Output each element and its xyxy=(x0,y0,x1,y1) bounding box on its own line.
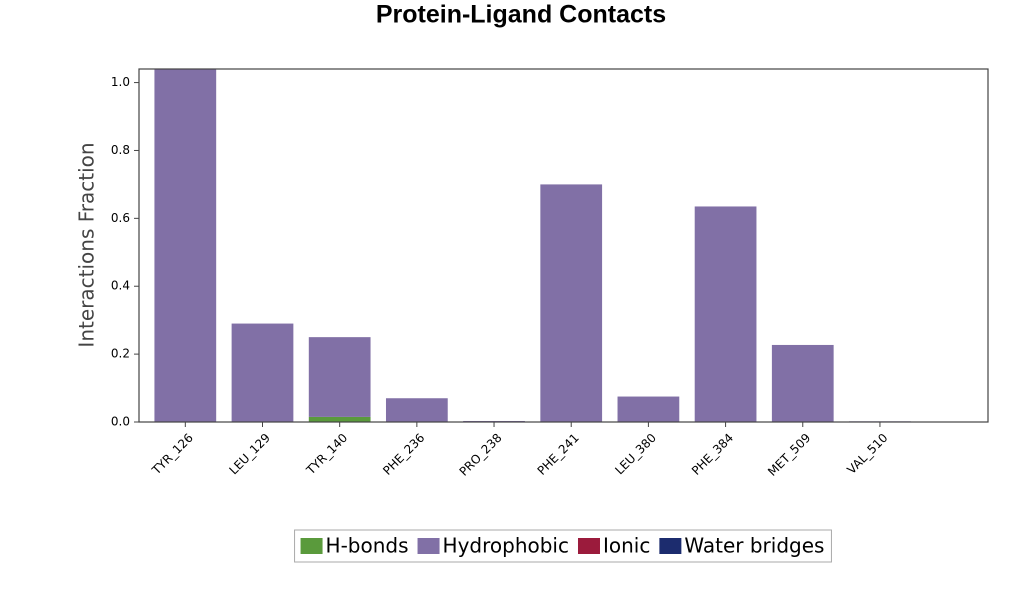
bar-segment xyxy=(540,184,603,422)
legend-label: Hydrophobic xyxy=(443,534,569,558)
x-tick-label: LEU_380 xyxy=(612,431,659,478)
y-tick-label: 0.4 xyxy=(111,279,130,293)
x-tick-label: TYR_140 xyxy=(303,431,350,478)
bar-segment xyxy=(308,337,371,417)
legend-label: Ionic xyxy=(603,534,650,558)
legend-swatch xyxy=(417,538,440,554)
bar-segment xyxy=(154,69,217,422)
x-tick-label: VAL_510 xyxy=(844,431,890,477)
legend-swatch xyxy=(300,538,323,554)
legend-box xyxy=(294,529,832,563)
x-tick-label: LEU_129 xyxy=(226,431,273,478)
legend-swatch xyxy=(577,538,600,554)
chart-title: Protein-Ligand Contacts xyxy=(376,1,666,29)
bar-segment xyxy=(385,398,448,422)
y-tick-label: 0.2 xyxy=(111,347,130,361)
legend-swatch xyxy=(659,538,682,554)
bar-segment xyxy=(231,323,294,422)
bar-segment xyxy=(308,416,371,422)
x-tick-label: PRO_238 xyxy=(457,431,505,479)
bar-segment xyxy=(694,206,757,422)
bar-segment xyxy=(617,396,680,422)
x-tick-label: TYR_126 xyxy=(149,431,196,478)
x-tick-label: MET_509 xyxy=(765,431,813,479)
y-tick-label: 1.0 xyxy=(111,75,130,89)
legend-label: Water bridges xyxy=(684,534,824,558)
y-tick-label: 0.6 xyxy=(111,211,130,225)
x-tick-label: PHE_236 xyxy=(380,431,427,478)
x-tick-label: PHE_384 xyxy=(689,431,736,478)
y-tick-label: 0.8 xyxy=(111,143,130,157)
x-tick-label: PHE_241 xyxy=(535,431,582,478)
bar-segment xyxy=(771,344,834,422)
legend-label: H-bonds xyxy=(326,534,409,558)
plot-frame xyxy=(138,68,989,423)
y-tick-label: 0.0 xyxy=(111,415,130,429)
y-axis-label: Interactions Fraction xyxy=(75,142,99,347)
